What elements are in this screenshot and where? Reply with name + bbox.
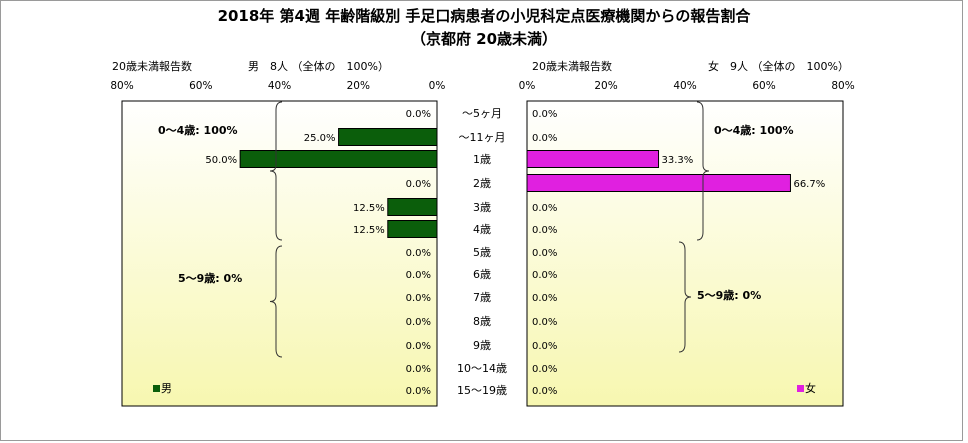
category-label: 〜5ヶ月	[462, 107, 502, 120]
right-axis-tick-label: 20%	[594, 80, 617, 92]
male-bar	[387, 198, 438, 216]
female-bar-value-label: 0.0%	[532, 248, 557, 259]
chart-subtitle: （京都府 20歳未満）	[410, 30, 558, 48]
left-group-0-4-brace	[269, 101, 283, 241]
left-header-total: 男 8人 （全体の 100%）	[248, 59, 389, 73]
female-bar-value-label: 0.0%	[532, 203, 557, 214]
right-axis-tick-label: 0%	[519, 80, 536, 92]
left-group-5-9-label: 5〜9歳: 0%	[178, 271, 242, 285]
female-bar-value-label: 0.0%	[532, 225, 557, 236]
male-bar-value-label: 0.0%	[406, 109, 431, 120]
male-bar-value-label: 25.0%	[304, 133, 336, 144]
male-bar-value-label: 0.0%	[406, 317, 431, 328]
male-bar-value-label: 0.0%	[406, 248, 431, 259]
female-bar	[526, 150, 660, 168]
category-label: 〜11ヶ月	[459, 131, 506, 144]
female-bar-value-label: 0.0%	[532, 109, 557, 120]
male-bar-value-label: 0.0%	[406, 341, 431, 352]
right-axis-tick-label: 60%	[752, 80, 775, 92]
category-label: 4歳	[473, 223, 491, 236]
male-bar	[387, 220, 438, 238]
female-bar-value-label: 66.7%	[793, 179, 825, 190]
female-bar-value-label: 0.0%	[532, 317, 557, 328]
male-legend-label: 男	[161, 382, 172, 395]
right-group-0-4-brace	[696, 101, 710, 241]
category-label: 9歳	[473, 339, 491, 352]
left-axis-tick-label: 60%	[189, 80, 212, 92]
female-bar-value-label: 0.0%	[532, 386, 557, 397]
right-group-0-4-label: 0〜4歳: 100%	[714, 123, 794, 137]
male-bar-value-label: 50.0%	[205, 155, 237, 166]
category-label: 7歳	[473, 291, 491, 304]
female-bar-value-label: 0.0%	[532, 364, 557, 375]
left-plot-area	[121, 100, 438, 407]
male-bar	[338, 128, 438, 146]
category-label: 6歳	[473, 268, 491, 281]
left-axis-tick-label: 20%	[347, 80, 370, 92]
female-bar-value-label: 0.0%	[532, 133, 557, 144]
female-bar	[526, 174, 791, 192]
right-axis-tick-label: 40%	[673, 80, 696, 92]
female-legend-swatch	[797, 385, 804, 392]
category-label: 8歳	[473, 315, 491, 328]
male-bar-value-label: 0.0%	[406, 270, 431, 281]
female-bar-value-label: 0.0%	[532, 270, 557, 281]
left-axis-tick-label: 0%	[429, 80, 446, 92]
category-label: 2歳	[473, 177, 491, 190]
male-bar-value-label: 0.0%	[406, 179, 431, 190]
female-legend-label: 女	[805, 381, 816, 395]
chart-title: 2018年 第4週 年齢階級別 手足口病患者の小児科定点医療機関からの報告割合	[217, 7, 751, 25]
female-bar-value-label: 33.3%	[662, 155, 694, 166]
female-bar-value-label: 0.0%	[532, 293, 557, 304]
left-header-count-label: 20歳未満報告数	[112, 60, 192, 73]
left-group-0-4-label: 0〜4歳: 100%	[158, 123, 238, 137]
right-header-total: 女 9人 （全体の 100%）	[708, 59, 849, 73]
male-bar-value-label: 0.0%	[406, 386, 431, 397]
left-axis-tick-label: 40%	[268, 80, 291, 92]
male-legend-swatch	[153, 385, 160, 392]
male-bar-value-label: 0.0%	[406, 293, 431, 304]
male-bar-value-label: 12.5%	[353, 203, 385, 214]
male-bar	[239, 150, 438, 168]
category-label: 10〜14歳	[457, 362, 507, 375]
right-header-count-label: 20歳未満報告数	[532, 60, 612, 73]
category-label: 1歳	[473, 153, 491, 166]
category-label: 15〜19歳	[457, 384, 507, 397]
male-bar-value-label: 12.5%	[353, 225, 385, 236]
right-group-5-9-label: 5〜9歳: 0%	[697, 288, 761, 302]
right-group-5-9-brace	[678, 241, 692, 353]
category-label: 5歳	[473, 246, 491, 259]
category-label: 3歳	[473, 201, 491, 214]
right-axis-tick-label: 80%	[831, 80, 854, 92]
left-axis-tick-label: 80%	[110, 80, 133, 92]
left-group-5-9-brace	[269, 245, 283, 358]
male-bar-value-label: 0.0%	[406, 364, 431, 375]
female-bar-value-label: 0.0%	[532, 341, 557, 352]
